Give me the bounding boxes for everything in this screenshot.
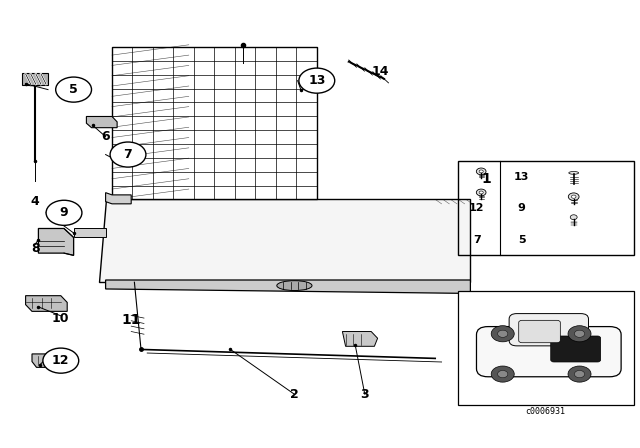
Text: 9: 9 <box>518 203 525 213</box>
Circle shape <box>479 170 483 173</box>
Text: 10: 10 <box>52 311 70 325</box>
Polygon shape <box>74 228 106 237</box>
Circle shape <box>479 191 483 194</box>
Circle shape <box>568 193 579 200</box>
Circle shape <box>498 370 508 378</box>
Text: 5: 5 <box>69 83 78 96</box>
Text: 2: 2 <box>290 388 299 401</box>
Text: 6: 6 <box>101 130 110 143</box>
Bar <box>458 161 634 255</box>
Circle shape <box>476 168 486 175</box>
Text: 13: 13 <box>514 172 529 182</box>
Polygon shape <box>26 296 67 311</box>
Circle shape <box>492 366 515 382</box>
Polygon shape <box>22 73 48 85</box>
Polygon shape <box>106 193 131 204</box>
Text: 12: 12 <box>52 354 70 367</box>
Polygon shape <box>112 47 317 199</box>
Circle shape <box>299 68 335 93</box>
Polygon shape <box>38 228 74 255</box>
Text: 8: 8 <box>31 242 40 255</box>
Text: 11: 11 <box>122 313 141 327</box>
Circle shape <box>476 189 486 196</box>
Text: 4: 4 <box>31 195 40 208</box>
Polygon shape <box>99 199 470 282</box>
Polygon shape <box>106 280 470 293</box>
FancyBboxPatch shape <box>476 327 621 377</box>
FancyBboxPatch shape <box>519 320 561 343</box>
Circle shape <box>492 326 515 342</box>
Circle shape <box>56 77 92 102</box>
Circle shape <box>43 348 79 373</box>
Circle shape <box>498 330 508 337</box>
Polygon shape <box>86 116 117 128</box>
Text: 14: 14 <box>372 65 390 78</box>
Circle shape <box>570 215 577 220</box>
Text: 1: 1 <box>481 172 492 186</box>
Polygon shape <box>32 354 67 367</box>
Text: c0006931: c0006931 <box>525 407 566 416</box>
Circle shape <box>575 330 585 337</box>
Text: 12: 12 <box>469 203 484 213</box>
Ellipse shape <box>277 280 312 291</box>
FancyBboxPatch shape <box>550 336 600 362</box>
Text: 13: 13 <box>308 74 326 87</box>
Circle shape <box>46 200 82 225</box>
Text: 5: 5 <box>518 235 525 245</box>
Circle shape <box>568 366 591 382</box>
Circle shape <box>568 326 591 342</box>
Polygon shape <box>342 332 378 346</box>
Text: 3: 3 <box>360 388 369 401</box>
Circle shape <box>572 195 576 198</box>
Bar <box>458 291 634 405</box>
Ellipse shape <box>569 172 579 174</box>
Circle shape <box>110 142 146 167</box>
Text: 7: 7 <box>124 148 132 161</box>
FancyBboxPatch shape <box>509 314 589 346</box>
Text: 7: 7 <box>473 235 481 245</box>
Circle shape <box>575 370 585 378</box>
Text: 9: 9 <box>60 206 68 220</box>
